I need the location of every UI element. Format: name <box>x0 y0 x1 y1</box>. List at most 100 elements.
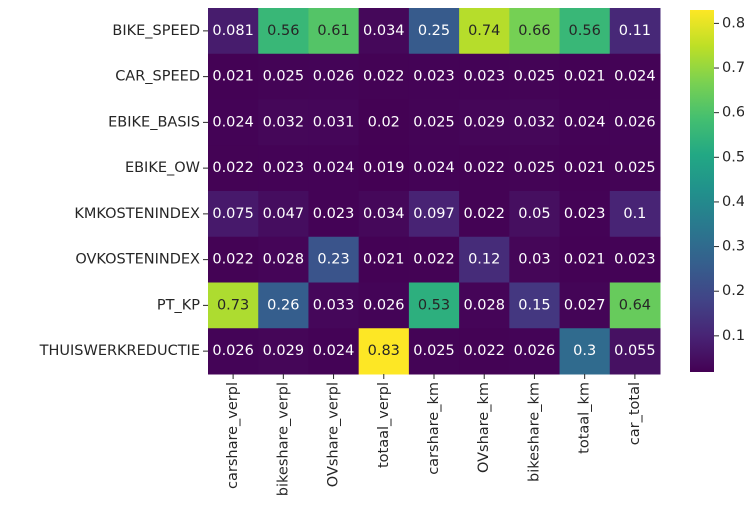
heatmap-cell <box>609 99 661 146</box>
cell-value-label: 0.022 <box>463 160 505 176</box>
heatmap-cell <box>258 145 309 192</box>
cell-value-label: 0.024 <box>614 69 656 85</box>
heatmap-cell <box>408 282 460 329</box>
cell-value-label: 0.02 <box>368 114 400 130</box>
heatmap-cell <box>308 99 360 146</box>
cell-value-label: 0.56 <box>267 23 299 39</box>
heatmap-cell <box>408 99 460 146</box>
heatmap-cell <box>559 145 611 192</box>
cell-value-label: 0.024 <box>212 114 254 130</box>
column-tick-label: OVshare_verpl <box>326 382 342 487</box>
heatmap-cell <box>609 191 661 238</box>
heatmap-cell <box>509 282 561 329</box>
heatmap-cell <box>559 8 611 55</box>
heatmap-cell <box>358 145 410 192</box>
heatmap-cell <box>208 99 259 146</box>
colorbar-tick-label: 0.8 <box>722 15 744 31</box>
heatmap-cell <box>408 328 460 375</box>
colorbar-tick-label: 0.5 <box>722 149 744 165</box>
row-tick-label: KMKOSTENINDEX <box>74 206 200 222</box>
heatmap-cell <box>459 282 510 329</box>
heatmap-cell <box>459 191 510 238</box>
cell-value-label: 0.12 <box>468 252 500 268</box>
heatmap-cell <box>358 328 410 375</box>
heatmap-cell <box>408 145 460 192</box>
heatmap-cell <box>358 99 410 146</box>
heatmap-cell <box>258 236 309 283</box>
heatmap-cell <box>609 236 661 283</box>
cell-value-label: 0.023 <box>313 206 355 222</box>
cell-value-label: 0.024 <box>313 160 355 176</box>
heatmap-cell <box>308 282 360 329</box>
cell-value-label: 0.028 <box>463 297 505 313</box>
cell-value-label: 0.024 <box>413 160 455 176</box>
cell-value-label: 0.075 <box>212 206 254 222</box>
heatmap-cell <box>609 53 661 100</box>
row-tick-label: THUISWERKREDUCTIE <box>39 343 200 359</box>
cell-value-label: 0.3 <box>573 343 596 359</box>
heatmap-cell <box>459 8 510 55</box>
colorbar-tick-label: 0.4 <box>722 194 744 210</box>
row-axis: BIKE_SPEED CAR_SPEED EBIKE_BASIS EBIKE_OW KM… <box>39 23 208 359</box>
cell-value-label: 0.026 <box>363 297 405 313</box>
cell-value-label: 0.025 <box>413 343 455 359</box>
heatmap-cell <box>559 53 611 100</box>
cell-value-label: 0.081 <box>212 23 254 39</box>
heatmap-cell <box>459 145 510 192</box>
cell-value-label: 0.023 <box>413 69 455 85</box>
heatmap-cells <box>208 8 661 375</box>
cell-value-label: 0.025 <box>514 69 556 85</box>
heatmap-cell <box>258 191 309 238</box>
heatmap-cell <box>208 282 259 329</box>
heatmap-cell-labels: 0.081 0.56 0.61 0.034 0.25 0.74 0.66 0.56 0.11 0.… <box>212 23 655 359</box>
cell-value-label: 0.023 <box>614 252 656 268</box>
column-tick-label: carshare_km <box>426 382 442 475</box>
heatmap-cell <box>358 236 410 283</box>
cell-value-label: 0.026 <box>614 114 656 130</box>
cell-value-label: 0.021 <box>564 252 606 268</box>
heatmap-cell <box>308 145 360 192</box>
heatmap-cell <box>609 328 661 375</box>
heatmap-cell <box>459 236 510 283</box>
cell-value-label: 0.023 <box>463 69 505 85</box>
heatmap-cell <box>509 145 561 192</box>
heatmap-cell <box>559 99 611 146</box>
heatmap-cell <box>258 99 309 146</box>
cell-value-label: 0.097 <box>413 206 455 222</box>
cell-value-label: 0.025 <box>514 160 556 176</box>
cell-value-label: 0.25 <box>418 23 450 39</box>
heatmap-cell <box>559 282 611 329</box>
row-tick-label: EBIKE_OW <box>125 160 200 176</box>
cell-value-label: 0.15 <box>518 297 550 313</box>
heatmap-cell <box>459 99 510 146</box>
column-axis: carshare_verpl bikeshare_verpl OVshare_ver… <box>225 374 643 496</box>
heatmap-cell <box>459 328 510 375</box>
heatmap-cell <box>559 236 611 283</box>
colorbar-tick-label: 0.2 <box>722 283 744 299</box>
heatmap-cell <box>609 282 661 329</box>
cell-value-label: 0.033 <box>313 297 355 313</box>
cell-value-label: 0.53 <box>418 297 450 313</box>
row-tick-label: EBIKE_BASIS <box>108 114 200 130</box>
cell-value-label: 0.055 <box>614 343 656 359</box>
cell-value-label: 0.64 <box>619 297 651 313</box>
cell-value-label: 0.032 <box>263 114 305 130</box>
cell-value-label: 0.027 <box>564 297 606 313</box>
cell-value-label: 0.025 <box>413 114 455 130</box>
colorbar-gradient <box>690 10 714 372</box>
cell-value-label: 0.031 <box>313 114 355 130</box>
cell-value-label: 0.74 <box>468 23 500 39</box>
cell-value-label: 0.023 <box>263 160 305 176</box>
heatmap-cell <box>358 8 410 55</box>
heatmap-cell <box>208 8 259 55</box>
heatmap-cell <box>459 53 510 100</box>
heatmap-cell <box>509 99 561 146</box>
cell-value-label: 0.03 <box>518 252 550 268</box>
heatmap-cell <box>559 328 611 375</box>
heatmap-cell <box>609 145 661 192</box>
heatmap-cell <box>258 328 309 375</box>
cell-value-label: 0.029 <box>263 343 305 359</box>
cell-value-label: 0.021 <box>564 69 606 85</box>
heatmap-cell <box>408 8 460 55</box>
